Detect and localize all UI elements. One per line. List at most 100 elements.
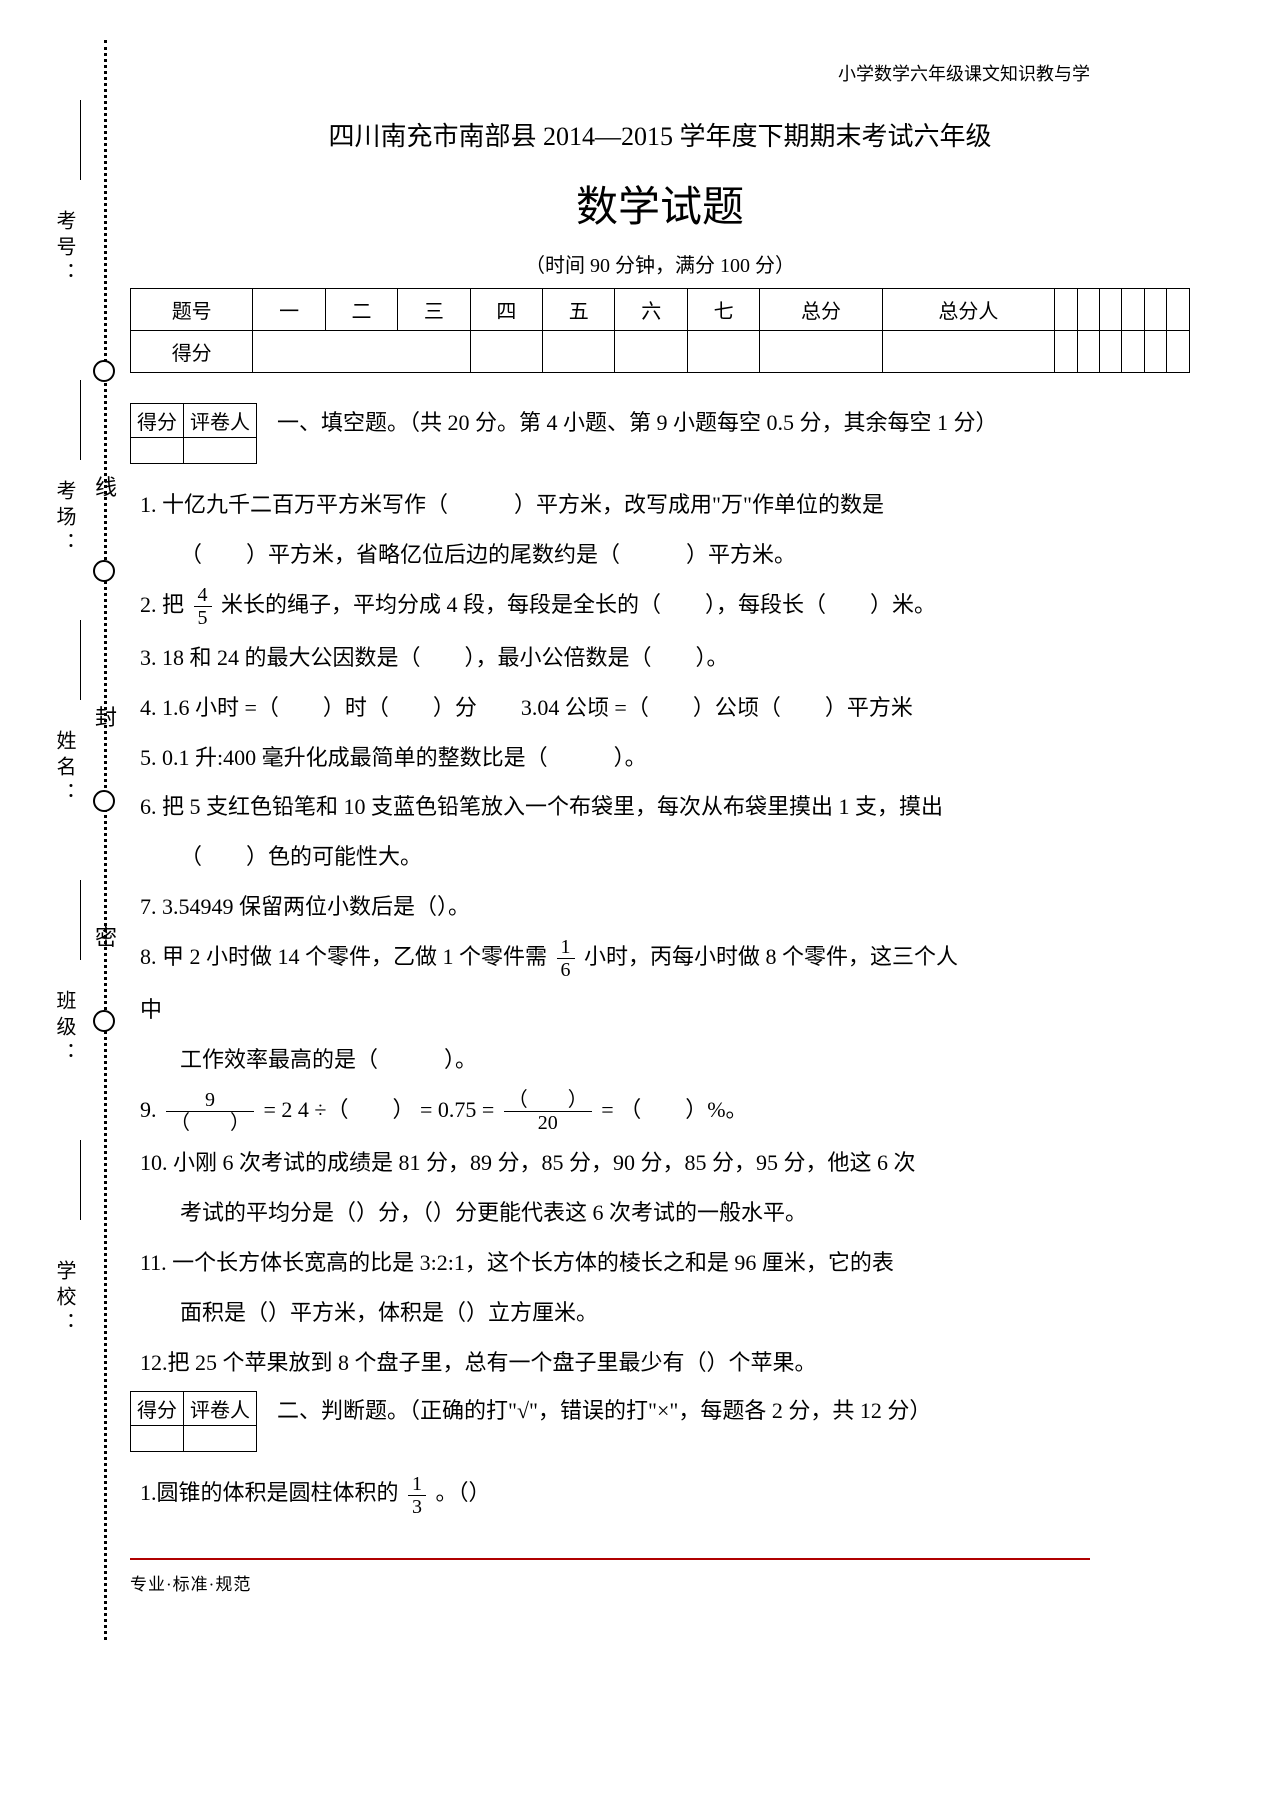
frac-num: 1 [408,1473,426,1496]
question-1b: （ ）平方米，省略亿位后边的尾数约是（ ）平方米。 [140,534,1190,576]
cell [1122,331,1144,373]
section-1-title: 一、填空题。（共 20 分。第 4 小题、第 9 小题每空 0.5 分，其余每空… [267,403,998,443]
cell [1122,289,1144,331]
label-school: 学校： [50,1260,79,1338]
cell: 五 [543,289,615,331]
question-1: 1. 十亿九千二百万平方米写作（ ）平方米，改写成用"万"作单位的数是 [140,484,1190,526]
footer-text: 专业·标准·规范 [130,1570,1190,1595]
fraction: 9 （ ） [166,1089,254,1134]
frac-den: （ ） [166,1112,254,1134]
question-4: 4. 1.6 小时 =（ ）时（ ）分 3.04 公顷 =（ ）公顷（ ）平方米 [140,687,1190,729]
frac-num: 9 [166,1089,254,1112]
frac-num: （ ） [504,1089,592,1112]
cell [1167,289,1190,331]
cell [1077,289,1099,331]
frac-num: 4 [194,584,212,607]
cell: 三 [398,289,470,331]
dotted-divider [104,40,107,1640]
cell [882,331,1054,373]
question-6b: （ ）色的可能性大。 [140,836,1190,878]
question-3: 3. 18 和 24 的最大公因数是（ ），最小公倍数是（ ）。 [140,637,1190,679]
cell [253,331,470,373]
cell: 评卷人 [184,404,257,438]
cell [687,331,759,373]
cell [615,331,687,373]
score-summary-table: 题号 一 二 三 四 五 六 七 总分 总分人 得分 [130,288,1190,373]
cell [470,331,542,373]
section-2-header: 得分评卷人 二、判断题。（正确的打"√"，错误的打"×"，每题各 2 分，共 1… [130,1391,1190,1452]
cell: 六 [615,289,687,331]
label-room: 考场： [50,480,79,558]
circle-marker [93,790,115,812]
line [80,880,81,960]
line [80,1140,81,1220]
exam-time: （时间 90 分钟，满分 100 分） [130,249,1190,278]
question-8c: 中 [140,989,1190,1031]
cell: 得分 [131,1392,184,1426]
cell: 四 [470,289,542,331]
cell [1144,289,1166,331]
label-name: 姓名： [50,730,79,808]
page-content: 小学数学六年级课文知识教与学 四川南充市南部县 2014—2015 学年度下期期… [130,60,1190,1595]
j1-part-b: 。（） [436,1480,491,1505]
question-10: 10. 小刚 6 次考试的成绩是 81 分，89 分，85 分，90 分，85 … [140,1142,1190,1184]
line [80,620,81,700]
fraction: 1 3 [408,1473,426,1518]
question-8d: 工作效率最高的是（ ）。 [140,1039,1190,1081]
cell [1055,331,1077,373]
cell: 七 [687,289,759,331]
question-10b: 考试的平均分是（）分，（）分更能代表这 6 次考试的一般水平。 [140,1192,1190,1234]
question-2: 2. 把 4 5 米长的绳子，平均分成 4 段，每段是全长的（ ），每段长（ ）… [140,584,1190,629]
question-7: 7. 3.54949 保留两位小数后是（）。 [140,886,1190,928]
section-2-title: 二、判断题。（正确的打"√"，错误的打"×"，每题各 2 分，共 12 分） [267,1391,931,1431]
cell [543,331,615,373]
cell: 得分 [131,404,184,438]
grader-box: 得分评卷人 [130,403,257,464]
q9-part-b: = 2 4 ÷（ ） = 0.75 = [264,1097,500,1122]
j1-part-a: 1.圆锥的体积是圆柱体积的 [140,1480,399,1505]
cell [1099,289,1121,331]
line [80,100,81,180]
cell [1099,331,1121,373]
label-examno: 考号： [50,210,79,288]
section-1-header: 得分评卷人 一、填空题。（共 20 分。第 4 小题、第 9 小题每空 0.5 … [130,403,1190,464]
circle-marker [93,1010,115,1032]
circle-marker [93,360,115,382]
question-5: 5. 0.1 升:400 毫升化成最简单的整数比是（ ）。 [140,737,1190,779]
table-row: 题号 一 二 三 四 五 六 七 总分 总分人 [131,289,1190,331]
binding-sidebar: 考号： 考场： 姓名： 班级： 学校： [50,80,110,1640]
cell: 题号 [131,289,253,331]
frac-num: 1 [557,936,575,959]
cell [184,1426,257,1452]
question-8: 8. 甲 2 小时做 14 个零件，乙做 1 个零件需 1 6 小时，丙每小时做… [140,936,1190,981]
cell: 得分 [131,331,253,373]
seal-char: 封 [95,700,117,732]
frac-den: 6 [557,959,575,981]
exam-title-line2: 数学试题 [130,173,1190,234]
seal-char: 线 [95,470,117,502]
cell: 二 [325,289,397,331]
table-row: 得分 [131,331,1190,373]
fraction: （ ） 20 [504,1089,592,1134]
exam-title-line1: 四川南充市南部县 2014—2015 学年度下期期末考试六年级 [130,116,1190,153]
frac-den: 20 [504,1112,592,1134]
q8-part-a: 8. 甲 2 小时做 14 个零件，乙做 1 个零件需 [140,944,547,969]
cell [184,438,257,464]
grader-box: 得分评卷人 [130,1391,257,1452]
q8-part-b: 小时，丙每小时做 8 个零件，这三个人 [584,944,958,969]
cell [760,331,882,373]
cell [131,1426,184,1452]
seal-char: 密 [95,920,117,952]
q9-part-a: 9. [140,1097,162,1122]
question-11b: 面积是（）平方米，体积是（）立方厘米。 [140,1292,1190,1334]
cell: 一 [253,289,325,331]
judge-1: 1.圆锥的体积是圆柱体积的 1 3 。（） [140,1472,1190,1517]
q2-part-b: 米长的绳子，平均分成 4 段，每段是全长的（ ），每段长（ ）米。 [221,592,936,617]
frac-den: 3 [408,1496,426,1518]
q2-part-a: 2. 把 [140,592,184,617]
cell [1167,331,1190,373]
footer-divider [130,1558,1090,1560]
fraction: 4 5 [194,584,212,629]
cell: 总分 [760,289,882,331]
frac-den: 5 [194,607,212,629]
